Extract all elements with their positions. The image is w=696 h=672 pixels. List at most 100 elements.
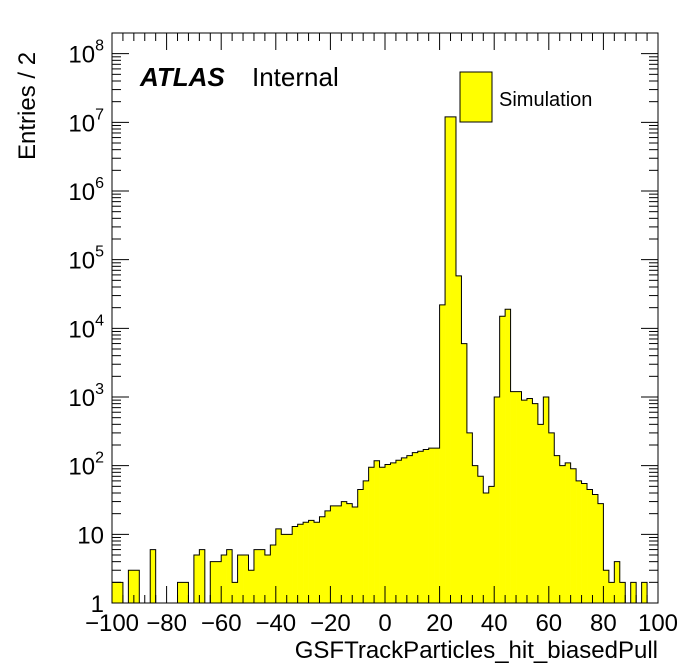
histogram-bar bbox=[516, 391, 522, 603]
x-tick-label: 60 bbox=[535, 610, 562, 637]
histogram-bar bbox=[237, 555, 244, 603]
histogram-bar bbox=[150, 549, 156, 603]
x-axis-title: GSFTrackParticles_hit_biasedPull bbox=[295, 637, 658, 664]
histogram-bar bbox=[554, 455, 561, 603]
atlas-sublabel: Internal bbox=[252, 62, 339, 92]
histogram-bar bbox=[423, 449, 429, 603]
histogram-bar bbox=[576, 480, 582, 603]
histogram-bar bbox=[450, 116, 457, 603]
histogram-bar bbox=[455, 275, 462, 603]
histogram-bar bbox=[352, 507, 358, 603]
histogram-bar bbox=[608, 582, 615, 603]
y-axis-title: Entries / 2 bbox=[14, 52, 41, 160]
y-tick-label: 103 bbox=[68, 381, 104, 412]
histogram-bar bbox=[308, 520, 315, 603]
y-tick-label: 105 bbox=[68, 244, 104, 275]
atlas-label: ATLAS bbox=[139, 62, 225, 92]
histogram-bar bbox=[521, 400, 528, 603]
histogram-bar bbox=[117, 582, 124, 603]
histogram-bar bbox=[330, 505, 337, 603]
x-tick-label: 0 bbox=[378, 610, 391, 637]
histogram-bar bbox=[390, 462, 397, 603]
histogram-bars bbox=[111, 116, 658, 604]
histogram-bar bbox=[303, 522, 309, 603]
histogram-bar bbox=[614, 561, 621, 603]
histogram-bar bbox=[133, 570, 140, 603]
y-tick-label: 108 bbox=[68, 38, 104, 69]
histogram-bar bbox=[215, 561, 222, 603]
histogram-bar bbox=[412, 452, 419, 603]
histogram-bar bbox=[417, 451, 424, 603]
histogram-bar bbox=[264, 555, 271, 603]
histogram-bar bbox=[363, 480, 369, 603]
y-tick-label: 104 bbox=[68, 312, 104, 343]
histogram-bar bbox=[319, 516, 326, 603]
x-tick-label: 40 bbox=[481, 610, 508, 637]
histogram-bar bbox=[232, 582, 238, 603]
histogram-bar bbox=[193, 555, 200, 603]
histogram-bar bbox=[335, 505, 342, 603]
histogram-bar bbox=[281, 534, 288, 603]
y-tick-label: 10 bbox=[77, 522, 104, 549]
histogram-bar bbox=[597, 503, 604, 603]
x-tick-label: −100 bbox=[85, 610, 139, 637]
histogram-bar bbox=[548, 432, 555, 603]
histogram-bar bbox=[526, 398, 533, 603]
legend-swatch-simulation bbox=[459, 71, 493, 123]
histogram-bar bbox=[592, 494, 599, 603]
histogram-bar bbox=[434, 448, 440, 603]
histogram-bar bbox=[314, 522, 320, 603]
histogram-bar bbox=[570, 468, 577, 603]
histogram-bar bbox=[182, 582, 189, 603]
histogram-bar bbox=[128, 570, 135, 603]
histogram-bar bbox=[346, 503, 353, 603]
histogram-bar bbox=[270, 544, 277, 603]
x-tick-label: −40 bbox=[255, 610, 296, 637]
histogram-bar bbox=[406, 455, 413, 603]
histogram-bar bbox=[286, 534, 293, 603]
histogram-bar bbox=[253, 549, 260, 603]
histogram-bar bbox=[439, 304, 446, 603]
histogram-bar bbox=[379, 467, 386, 603]
histogram-bar bbox=[112, 582, 118, 603]
histogram-bar bbox=[177, 582, 184, 603]
histogram-bar bbox=[641, 582, 648, 603]
histogram-bar bbox=[587, 489, 593, 603]
histogram-bar bbox=[543, 397, 550, 603]
histogram-bar bbox=[374, 460, 380, 603]
histogram-bar bbox=[630, 582, 637, 603]
histogram-bar bbox=[532, 403, 539, 603]
histogram-bar bbox=[243, 555, 249, 603]
histogram-bar bbox=[472, 465, 479, 603]
x-tick-label: 100 bbox=[638, 610, 678, 637]
histogram-bar bbox=[603, 570, 610, 603]
histogram-outline bbox=[111, 116, 658, 604]
histogram-bar bbox=[499, 316, 506, 603]
y-tick-label: 102 bbox=[68, 450, 104, 481]
x-tick-label: −60 bbox=[201, 610, 242, 637]
x-tick-label: −80 bbox=[146, 610, 187, 637]
histogram-bar bbox=[259, 549, 266, 603]
histogram-bar bbox=[565, 462, 571, 603]
histogram-bar bbox=[401, 457, 408, 603]
tick-labels: −100 −80 −60 −40 −20 0 20 40 60 80 100 1 10 102 103 104… bbox=[68, 38, 678, 637]
legend: Simulation bbox=[459, 71, 592, 123]
x-tick-label: 20 bbox=[426, 610, 453, 637]
histogram-bar bbox=[368, 467, 375, 603]
histogram-bar bbox=[210, 561, 217, 603]
histogram-bar bbox=[324, 510, 331, 603]
histogram-bar bbox=[428, 448, 435, 603]
legend-label-simulation: Simulation bbox=[499, 89, 592, 111]
histogram-bar bbox=[248, 570, 255, 603]
histogram-bar bbox=[505, 309, 511, 603]
histogram-bar bbox=[488, 486, 495, 603]
histogram-bar bbox=[292, 526, 298, 603]
histogram-bar bbox=[537, 424, 544, 603]
histogram-bar bbox=[275, 528, 282, 603]
x-tick-label: −20 bbox=[310, 610, 351, 637]
y-tick-label: 107 bbox=[68, 106, 104, 137]
axis-ticks bbox=[111, 32, 659, 604]
histogram-bar bbox=[341, 501, 348, 603]
histogram-bar bbox=[494, 397, 500, 603]
histogram-bar bbox=[357, 489, 364, 603]
